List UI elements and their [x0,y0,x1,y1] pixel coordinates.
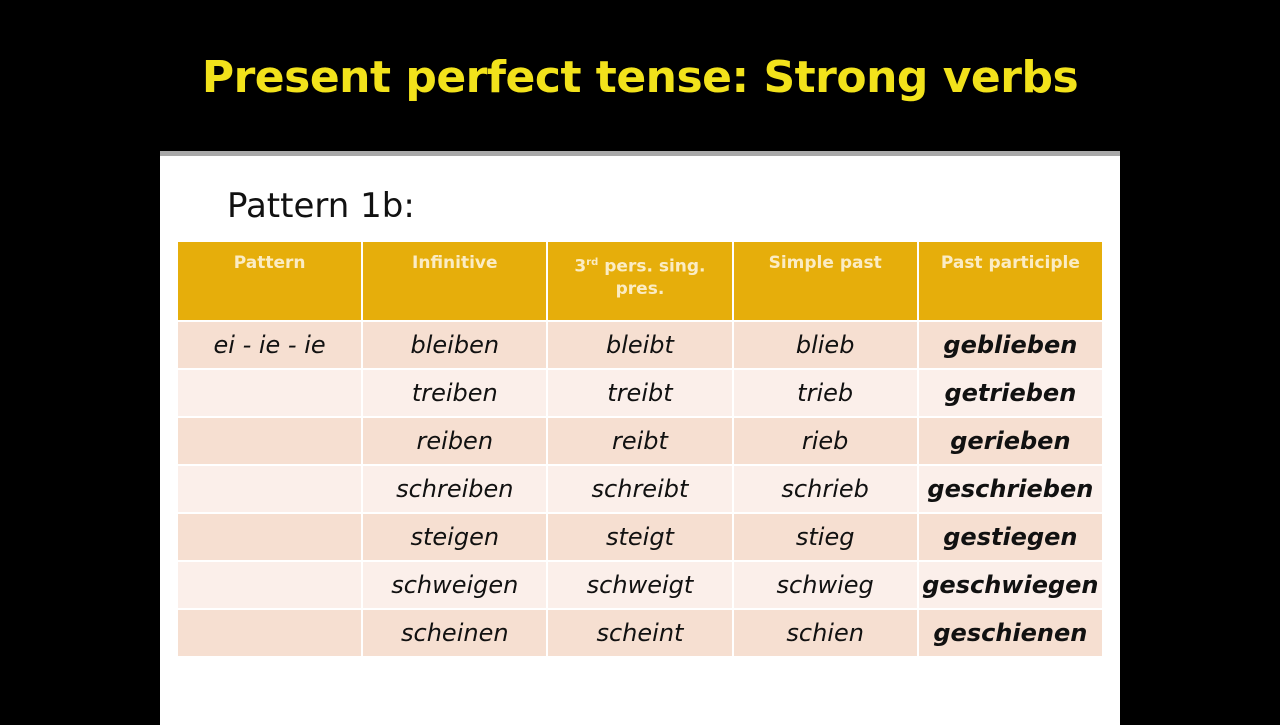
header-third-person: 3rd pers. sing. pres. [546,240,734,322]
present-cell: treibt [546,368,734,418]
pattern-cell [175,560,364,610]
present-cell: schweigt [546,560,734,610]
table-row: scheinen scheint schien geschienen [175,608,1105,658]
table-row: steigen steigt stieg gestiegen [175,512,1105,562]
simple-past-cell: stieg [731,512,919,562]
slide-title: Present perfect tense: Strong verbs [201,52,1079,103]
present-cell: bleibt [546,320,734,370]
simple-past-cell: trieb [731,368,919,418]
pattern-cell [175,416,364,466]
pattern-heading: Pattern 1b: [227,186,415,226]
pattern-cell: ei - ie - ie [175,320,364,370]
header-simple-past: Simple past [731,240,919,322]
past-participle-cell: geschwiegen [916,560,1105,610]
past-participle-cell: geblieben [916,320,1105,370]
infinitive-cell: scheinen [361,608,549,658]
header-third-rest: pers. sing. pres. [598,256,706,299]
table-row: ei - ie - ie bleiben bleibt blieb geblieben [175,320,1105,370]
header-infinitive: Infinitive [361,240,549,322]
header-pattern: Pattern [175,240,364,322]
infinitive-cell: reiben [361,416,549,466]
past-participle-cell: getrieben [916,368,1105,418]
pattern-cell [175,368,364,418]
infinitive-cell: schreiben [361,464,549,514]
present-cell: scheint [546,608,734,658]
past-participle-cell: gerieben [916,416,1105,466]
infinitive-cell: treiben [361,368,549,418]
present-cell: reibt [546,416,734,466]
pattern-cell [175,608,364,658]
infinitive-cell: bleiben [361,320,549,370]
header-third-sup: rd [586,257,599,268]
table-row: schreiben schreibt schrieb geschrieben [175,464,1105,514]
infinitive-cell: steigen [361,512,549,562]
header-third-num: 3 [574,256,587,277]
simple-past-cell: schien [731,608,919,658]
pattern-cell [175,512,364,562]
past-participle-cell: gestiegen [916,512,1105,562]
past-participle-cell: geschienen [916,608,1105,658]
infinitive-cell: schweigen [361,560,549,610]
slide-content: Pattern 1b: Pattern Infinitive 3rd pers.… [160,151,1120,725]
simple-past-cell: schrieb [731,464,919,514]
present-cell: steigt [546,512,734,562]
header-row: Pattern Infinitive 3rd pers. sing. pres.… [175,240,1105,322]
simple-past-cell: schwieg [731,560,919,610]
table-row: reiben reibt rieb gerieben [175,416,1105,466]
past-participle-cell: geschrieben [916,464,1105,514]
pattern-cell [175,464,364,514]
present-cell: schreibt [546,464,734,514]
verb-table: Pattern Infinitive 3rd pers. sing. pres.… [175,240,1105,658]
table-row: treiben treibt trieb getrieben [175,368,1105,418]
simple-past-cell: rieb [731,416,919,466]
table-row: schweigen schweigt schwieg geschwiegen [175,560,1105,610]
header-past-participle: Past participle [916,240,1105,322]
simple-past-cell: blieb [731,320,919,370]
